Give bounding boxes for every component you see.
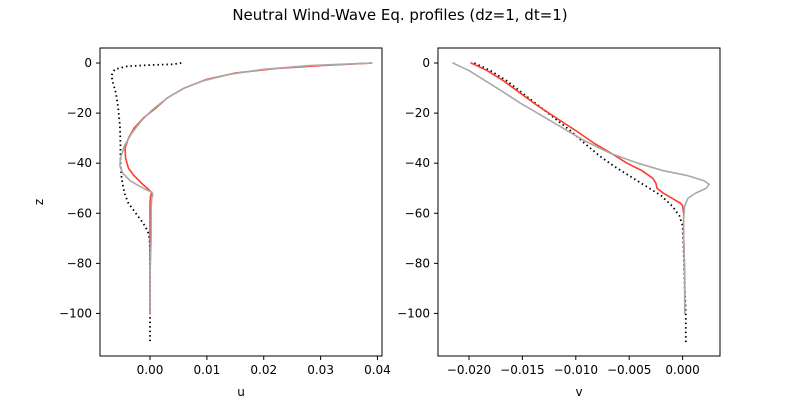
panel-u-xtick-label: 0.03 — [307, 363, 334, 377]
panel-v-ytick-label: −100 — [397, 306, 430, 320]
panel-v-xtick-label: 0.000 — [665, 363, 699, 377]
panel-u-ytick-label: 0 — [84, 56, 92, 70]
panel-v-xtick-label: −0.020 — [447, 363, 491, 377]
panel-u-series-1 — [125, 63, 372, 313]
panel-v-series-0 — [474, 63, 686, 343]
panel-v-xlabel: v — [575, 385, 582, 399]
panel-u-series-2 — [120, 63, 372, 313]
panel-v-ytick-label: −80 — [405, 256, 430, 270]
panel-u-xtick-label: 0.00 — [137, 363, 164, 377]
panel-u-ytick-label: −20 — [67, 106, 92, 120]
panel-u-series-0 — [111, 63, 181, 343]
panel-v-ytick-label: −40 — [405, 156, 430, 170]
panel-v-ytick-label: −60 — [405, 206, 430, 220]
panel-v-profile: −0.020 −0.015 −0.010 −0.005 0.000 0 −20 −40 −60 −… — [397, 48, 720, 399]
panel-v-series-2 — [453, 63, 709, 313]
panel-u-ylabel: z — [32, 199, 46, 205]
panel-v-xtick-label: −0.010 — [554, 363, 598, 377]
panel-v-ytick-label: 0 — [422, 56, 430, 70]
panel-u-profile: 0.00 0.01 0.02 0.03 0.040−20−40−60−80−100 u … — [32, 48, 391, 399]
panel-u-xtick-label: 0.04 — [364, 363, 391, 377]
panel-u-ytick-label: −100 — [59, 306, 92, 320]
panel-u-xtick-label: 0.01 — [194, 363, 221, 377]
panel-u-ytick-label: −60 — [67, 206, 92, 220]
panel-u-xtick-label: 0.02 — [250, 363, 277, 377]
panel-v-ytick-label: −20 — [405, 106, 430, 120]
panel-v-xtick-label: −0.005 — [607, 363, 651, 377]
panel-v-series-1 — [471, 63, 685, 313]
panel-u-ytick-label: −40 — [67, 156, 92, 170]
panel-u-plot-area — [100, 48, 382, 356]
panel-u-ytick-label: −80 — [67, 256, 92, 270]
panel-u-xlabel: u — [237, 385, 245, 399]
panel-v-xtick-label: −0.015 — [500, 363, 544, 377]
figure-title: Neutral Wind-Wave Eq. profiles (dz=1, dt… — [232, 6, 567, 24]
